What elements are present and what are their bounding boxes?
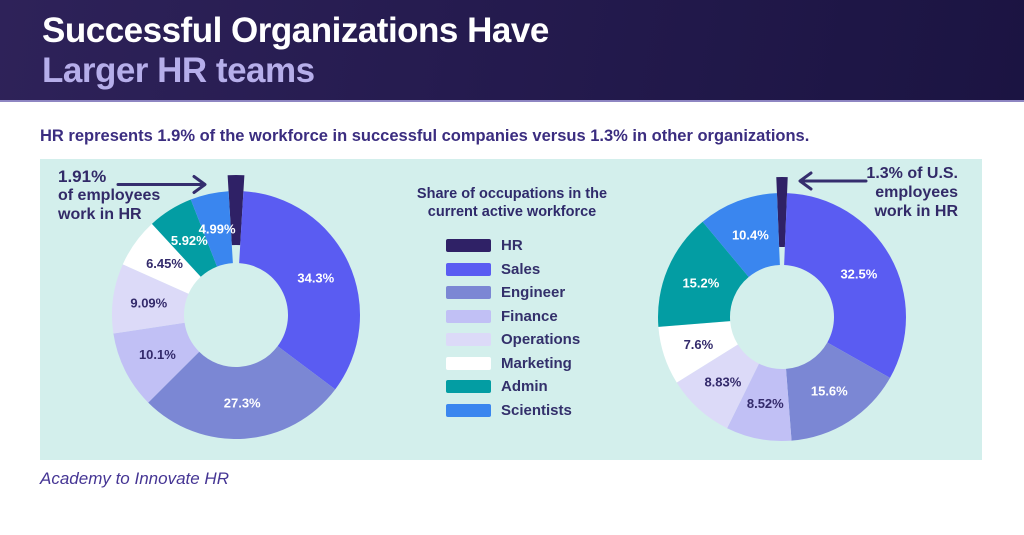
- page-title: Successful Organizations Have Larger HR …: [42, 11, 549, 91]
- right-donut-slice-label-sales: 32.5%: [840, 267, 877, 282]
- left-donut-slice-scientists: [190, 191, 233, 267]
- left-donut-slice-label-admin: 5.92%: [171, 233, 208, 248]
- legend-swatch-scientists: [446, 403, 491, 417]
- source-attribution: Academy to Innovate HR: [40, 469, 229, 488]
- left-annotation-line1: 1.91%: [58, 167, 107, 186]
- right-donut-slice-label-finance: 8.52%: [747, 396, 784, 411]
- left-annotation-arrow: [116, 175, 207, 194]
- legend-label: Engineer: [501, 284, 566, 301]
- legend-swatch-admin: [446, 380, 491, 393]
- legend-title: Share of occupations in the current acti…: [392, 185, 632, 221]
- left-annotation-line3: work in HR: [58, 206, 142, 223]
- legend-item-hr: HR: [446, 237, 632, 254]
- legend-label: Finance: [501, 307, 558, 325]
- left-donut-slice-label-marketing: 6.45%: [146, 256, 183, 271]
- legend-swatch-sales: [446, 262, 491, 276]
- legend-item-admin: Admin: [446, 378, 632, 395]
- chart-panel: 34.3% 27.3% 10.1% 9.09% 6.45% 5.92% 4.99% 32.5%…: [40, 159, 982, 460]
- legend-item-sales: Sales: [446, 260, 632, 278]
- page-title-line1: Successful Organizations Have: [42, 11, 549, 50]
- right-donut-slice-label-operations: 8.83%: [704, 375, 741, 390]
- left-donut-annotation: 1.91% of employees work in HR: [58, 167, 160, 224]
- legend-label: HR: [501, 237, 523, 254]
- right-donut-slice-label-marketing: 7.6%: [684, 337, 714, 352]
- legend-label: Marketing: [501, 354, 572, 372]
- header-banner: Successful Organizations Have Larger HR …: [0, 0, 1024, 102]
- right-donut-slice-engineer: [786, 342, 891, 441]
- right-annotation-line3: work in HR: [874, 203, 958, 220]
- legend-swatch-operations: [446, 333, 491, 346]
- left-donut-slice-engineer: [148, 346, 336, 440]
- left-donut-slice-label-engineer: 27.3%: [224, 395, 261, 410]
- legend-title-line2: current active workforce: [427, 204, 597, 220]
- right-donut-annotation: 1.3% of U.S. employees work in HR: [866, 164, 958, 221]
- right-annotation-line1: 1.3% of U.S.: [866, 165, 958, 182]
- legend-label: Operations: [501, 331, 581, 348]
- right-donut-slice-label-engineer: 15.6%: [811, 384, 848, 399]
- left-donut-slice-operations: [111, 264, 189, 334]
- right-donut-slice-label-admin: 15.2%: [682, 275, 719, 290]
- right-donut-slice-operations: [676, 344, 759, 429]
- legend-item-scientists: Scientists: [446, 401, 632, 419]
- legend: Share of occupations in the current acti…: [392, 185, 632, 427]
- legend-items: HR Sales Engineer Finance Operations Marketin…: [446, 237, 632, 419]
- right-donut-slice-sales: [784, 193, 907, 378]
- right-donut-slice-scientists: [702, 193, 780, 278]
- right-donut-slice-admin: [657, 221, 749, 327]
- legend-swatch-engineer: [446, 286, 491, 299]
- subtitle-text: HR represents 1.9% of the workforce in s…: [40, 127, 810, 145]
- legend-label: Sales: [501, 260, 541, 278]
- right-annotation-arrow: [798, 171, 868, 191]
- right-donut-slice-label-scientists: 10.4%: [732, 227, 769, 242]
- left-annotation-line2: of employees: [58, 187, 161, 204]
- legend-swatch-finance: [446, 309, 491, 323]
- legend-label: Admin: [501, 378, 548, 395]
- left-donut-slice-label-scientists: 4.99%: [199, 222, 236, 237]
- legend-swatch-hr: [446, 239, 491, 252]
- left-donut-slice-sales: [239, 191, 361, 390]
- legend-swatch-marketing: [446, 356, 491, 370]
- legend-item-operations: Operations: [446, 331, 632, 348]
- legend-item-finance: Finance: [446, 307, 632, 325]
- page-title-line2: Larger HR teams: [42, 51, 315, 90]
- right-annotation-line2: employees: [875, 184, 958, 201]
- left-donut-slice-label-sales: 34.3%: [297, 271, 334, 286]
- left-donut-slice-finance: [113, 322, 200, 403]
- donut-charts-svg: 34.3% 27.3% 10.1% 9.09% 6.45% 5.92%4.99% 32.5%…: [111, 171, 907, 441]
- left-donut-slice-label-operations: 9.09%: [130, 296, 167, 311]
- left-donut-slice-marketing: [122, 223, 201, 294]
- left-donut-slice-label-finance: 10.1%: [139, 347, 176, 362]
- legend-item-marketing: Marketing: [446, 354, 632, 372]
- legend-label: Scientists: [501, 401, 572, 419]
- legend-title-line1: Share of occupations in the: [416, 186, 608, 202]
- left-donut-slice-admin: [151, 199, 218, 277]
- right-donut-slice-finance: [727, 363, 792, 441]
- legend-item-engineer: Engineer: [446, 284, 632, 301]
- right-donut-slice-marketing: [658, 321, 738, 383]
